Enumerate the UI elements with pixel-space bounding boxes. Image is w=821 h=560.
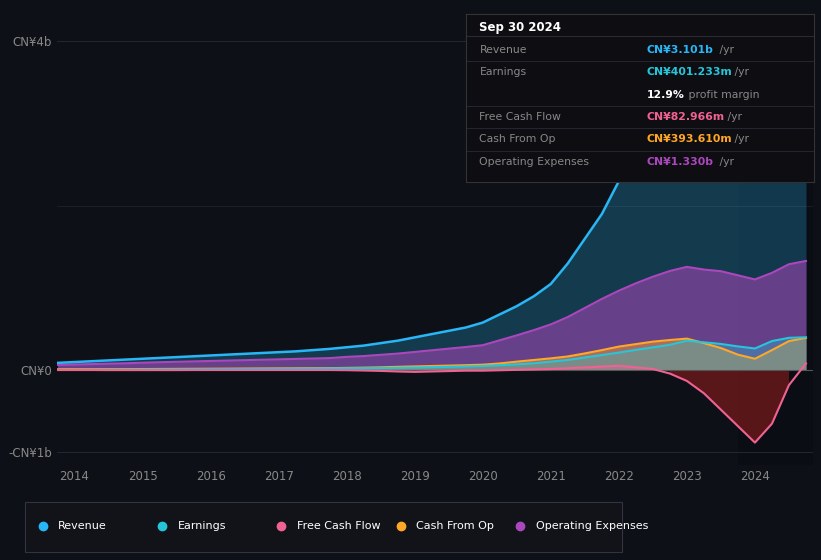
Text: Operating Expenses: Operating Expenses [479,157,589,167]
FancyBboxPatch shape [25,502,622,552]
Text: profit margin: profit margin [686,90,759,100]
Text: Free Cash Flow: Free Cash Flow [479,112,562,122]
Text: /yr: /yr [724,112,741,122]
Text: CN¥393.610m: CN¥393.610m [647,134,732,144]
Text: Revenue: Revenue [58,521,107,531]
Text: /yr: /yr [732,134,750,144]
Text: 12.9%: 12.9% [647,90,685,100]
Text: Earnings: Earnings [177,521,226,531]
Text: CN¥401.233m: CN¥401.233m [647,67,732,77]
Text: Free Cash Flow: Free Cash Flow [297,521,380,531]
Text: CN¥1.330b: CN¥1.330b [647,157,714,167]
Text: /yr: /yr [716,157,734,167]
Text: Revenue: Revenue [479,45,527,55]
Bar [738,17,813,465]
Text: CN¥3.101b: CN¥3.101b [647,45,713,55]
Text: Cash From Op: Cash From Op [416,521,494,531]
Text: /yr: /yr [716,45,734,55]
Text: Sep 30 2024: Sep 30 2024 [479,21,562,34]
Text: Operating Expenses: Operating Expenses [536,521,648,531]
Text: /yr: /yr [732,67,750,77]
Text: CN¥82.966m: CN¥82.966m [647,112,725,122]
Text: Earnings: Earnings [479,67,526,77]
Text: Cash From Op: Cash From Op [479,134,556,144]
